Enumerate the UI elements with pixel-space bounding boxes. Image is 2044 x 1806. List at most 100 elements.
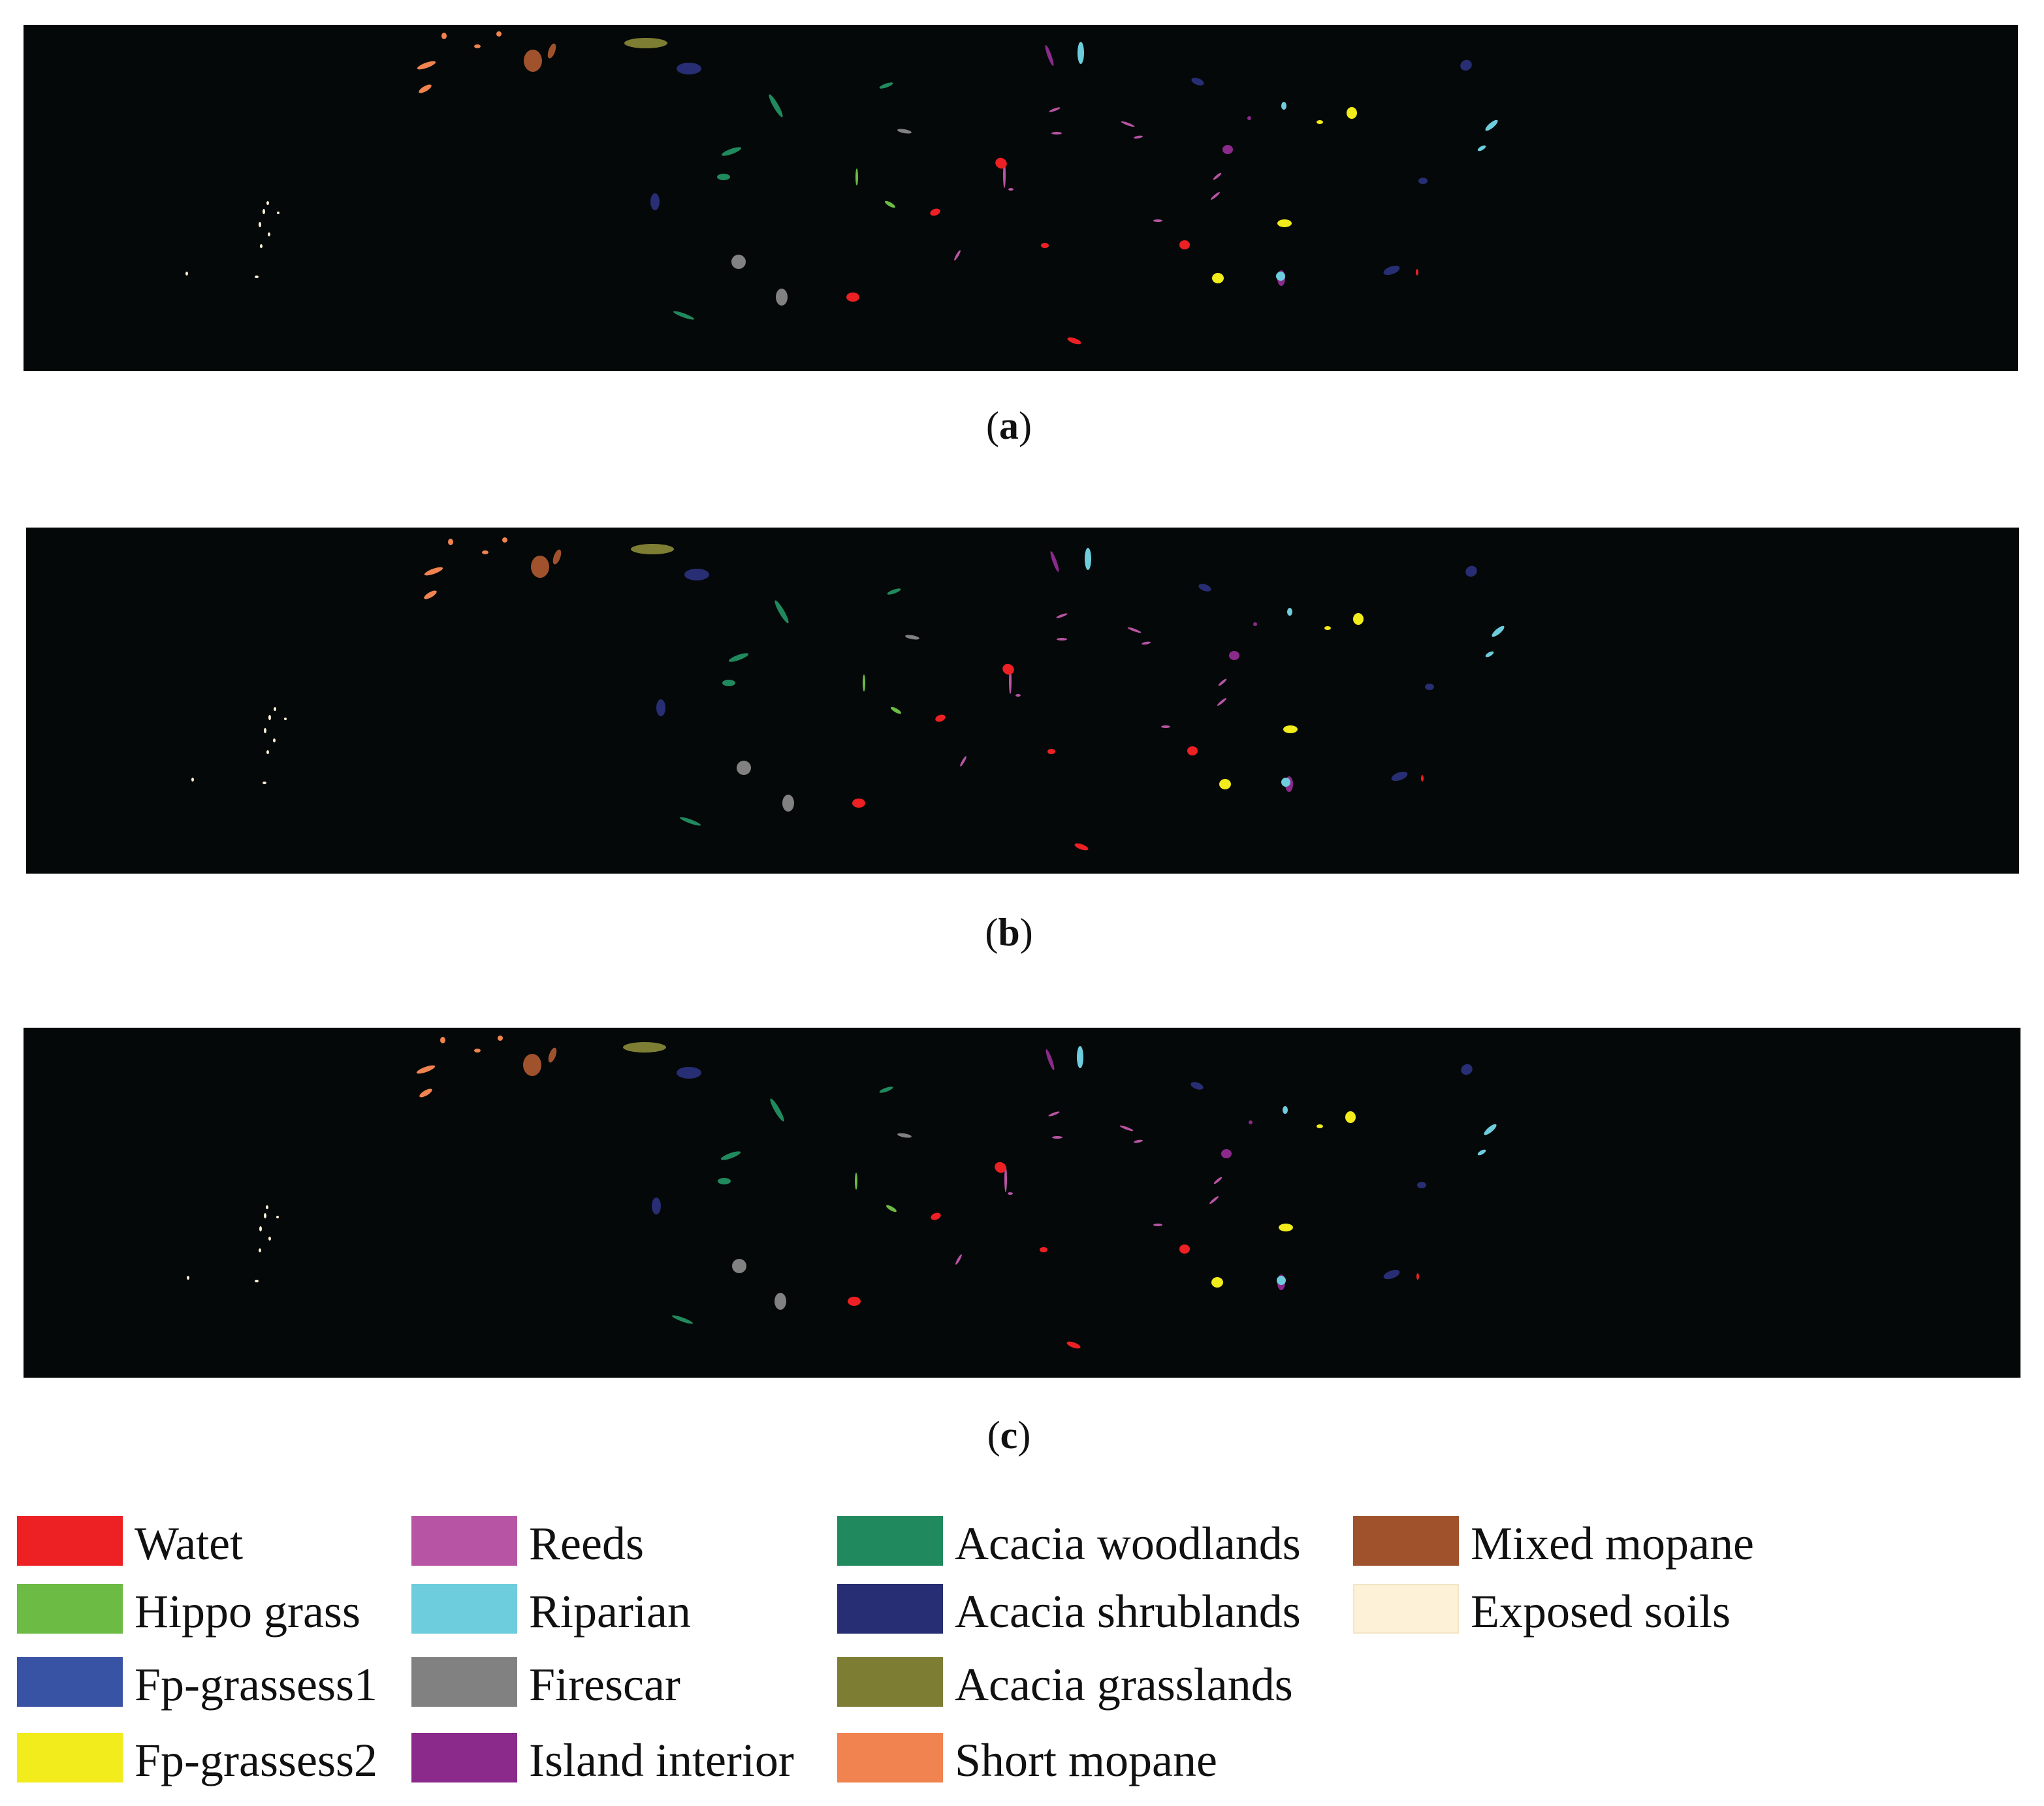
legend-swatch-island-interior (411, 1733, 517, 1782)
class-patch (263, 209, 265, 214)
class-patch (1045, 44, 1054, 67)
class-patch (1417, 1182, 1426, 1188)
legend-label-exposed-soils: Exposed soils (1471, 1585, 1731, 1638)
legend-swatch-short-mopane (837, 1733, 943, 1782)
class-patch (552, 549, 562, 565)
legend-label-island-interior: Island interior (529, 1734, 794, 1786)
class-patch (671, 1315, 694, 1324)
class-patch (496, 31, 502, 37)
class-patch (631, 544, 674, 554)
legend-swatch-reeds (411, 1516, 517, 1566)
class-patch (737, 761, 751, 775)
class-patch (1191, 78, 1204, 86)
class-patch (731, 255, 746, 269)
class-patch (1229, 651, 1239, 660)
class-patch (1485, 119, 1498, 131)
class-patch (995, 157, 1007, 169)
legend-swatch-firescar (411, 1657, 517, 1707)
panel-caption-c: (c) (987, 1414, 1031, 1457)
class-patch (652, 1197, 661, 1214)
legend-label-firescar: Firescar (529, 1658, 680, 1711)
class-patch (656, 699, 665, 716)
class-patch (1127, 627, 1142, 633)
legend-swatch-acacia-grasslands (837, 1657, 943, 1707)
class-patch (523, 1054, 541, 1076)
class-patch (1119, 1125, 1134, 1132)
class-patch (879, 1086, 893, 1093)
class-patch (187, 1276, 189, 1280)
legend-swatch-exposed-soils (1353, 1584, 1459, 1634)
class-patch (1283, 1106, 1288, 1114)
class-patch (1002, 663, 1014, 675)
class-patch (1078, 42, 1084, 64)
legend-label-mixed-mopane: Mixed mopane (1471, 1517, 1754, 1570)
class-patch (1425, 684, 1434, 690)
legend-label-riparian: Riparian (529, 1585, 691, 1638)
class-patch (1219, 779, 1231, 789)
class-patch (1008, 1192, 1013, 1195)
class-patch (259, 222, 261, 227)
class-patch (1418, 178, 1428, 184)
class-patch (722, 680, 735, 686)
class-patch (1279, 1224, 1293, 1231)
classification-map-c (187, 1036, 1497, 1349)
panel-caption-b-letter: b (998, 911, 1020, 954)
legend-label-fp-grassess1: Fp-grassess1 (135, 1658, 377, 1711)
legend-swatch-fp-grassess1 (17, 1657, 123, 1707)
class-patch (1077, 1046, 1083, 1068)
class-patch (1047, 749, 1055, 754)
class-patch (1353, 613, 1364, 625)
class-patch (1209, 1196, 1219, 1204)
class-patch (1212, 273, 1224, 283)
legend-label-acacia-shrublands: Acacia shrublands (955, 1585, 1301, 1638)
class-patch (782, 795, 794, 812)
class-patch (1485, 651, 1494, 657)
class-patch (1287, 608, 1292, 616)
class-patch (721, 147, 742, 156)
class-patch (260, 244, 263, 248)
class-patch (1134, 1139, 1143, 1143)
class-patch (474, 1049, 481, 1053)
class-patch (266, 750, 269, 754)
class-patch (679, 817, 701, 826)
class-patch (1008, 188, 1014, 191)
class-patch (891, 706, 901, 714)
class-patch (1041, 243, 1049, 248)
panel-caption-b: (b) (985, 911, 1033, 954)
class-patch (1391, 771, 1408, 782)
class-patch (1477, 145, 1486, 151)
class-patch (1153, 219, 1162, 222)
class-patch (416, 1065, 436, 1074)
legend-label-acacia-grasslands: Acacia grasslands (955, 1658, 1293, 1711)
class-patch (1187, 746, 1198, 755)
map-panel-b (26, 528, 2019, 874)
class-patch (424, 590, 437, 599)
class-patch (1281, 778, 1290, 787)
class-patch (424, 567, 443, 576)
class-patch (268, 1237, 271, 1241)
class-patch (531, 556, 549, 578)
class-patch (255, 1280, 259, 1282)
class-patch (1345, 1111, 1356, 1123)
class-patch (774, 600, 789, 624)
class-patch (1383, 265, 1400, 276)
class-patch (848, 1297, 861, 1306)
class-patch (897, 129, 912, 134)
class-patch (718, 1178, 731, 1184)
class-patch (1067, 337, 1081, 345)
class-patch (1460, 59, 1472, 71)
class-patch (1210, 192, 1221, 200)
class-patch (419, 1088, 432, 1098)
map-panel-a (24, 25, 2018, 371)
class-patch (1198, 584, 1211, 592)
class-patch (887, 588, 901, 595)
class-patch (1317, 1124, 1323, 1128)
class-patch (954, 250, 961, 261)
class-patch (995, 1162, 1006, 1173)
class-patch (185, 272, 188, 276)
class-patch (259, 1248, 261, 1252)
class-patch (498, 1036, 503, 1041)
class-patch (1416, 1273, 1419, 1280)
class-patch (1277, 219, 1292, 227)
class-patch (1190, 1082, 1204, 1090)
